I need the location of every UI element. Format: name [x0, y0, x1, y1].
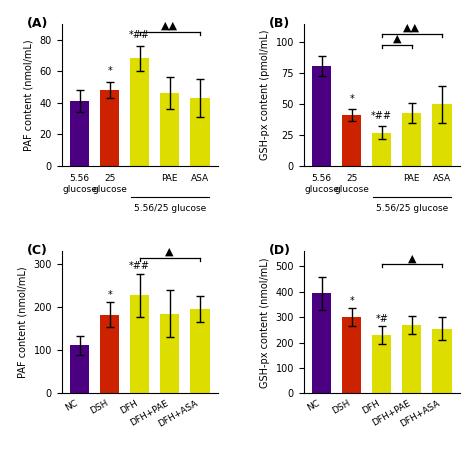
Bar: [130, 295, 149, 393]
Bar: [432, 328, 452, 393]
Text: *#: *#: [375, 314, 388, 324]
Text: 25
glucose: 25 glucose: [92, 174, 127, 194]
Bar: [160, 314, 180, 393]
Text: ASA: ASA: [191, 174, 209, 183]
Bar: [100, 90, 119, 166]
Y-axis label: PAF content (nmol/mL): PAF content (nmol/mL): [18, 266, 28, 378]
Text: ASA: ASA: [433, 174, 451, 183]
Bar: [160, 93, 180, 166]
Text: (D): (D): [269, 244, 292, 257]
Text: PAE: PAE: [162, 174, 178, 183]
Y-axis label: GSH-px content (nmol/mL): GSH-px content (nmol/mL): [260, 257, 270, 388]
Bar: [372, 335, 392, 393]
Bar: [402, 325, 421, 393]
Text: *: *: [349, 94, 354, 104]
Bar: [312, 66, 331, 166]
Text: (A): (A): [27, 17, 49, 29]
Text: *: *: [107, 291, 112, 301]
Text: *##: *##: [371, 111, 392, 121]
Text: ▲▲: ▲▲: [161, 21, 178, 31]
Text: PAE: PAE: [403, 174, 420, 183]
Y-axis label: PAF content (nmol/mL): PAF content (nmol/mL): [24, 39, 34, 151]
Text: 25
glucose: 25 glucose: [334, 174, 369, 194]
Text: 5.56
glucose: 5.56 glucose: [62, 174, 97, 194]
Text: *##: *##: [129, 29, 150, 39]
Bar: [70, 101, 90, 166]
Bar: [190, 98, 210, 166]
Bar: [342, 317, 362, 393]
Bar: [130, 58, 149, 166]
Bar: [402, 113, 421, 166]
Bar: [342, 115, 362, 166]
Text: *##: *##: [129, 262, 150, 272]
Y-axis label: GSH-px content (pmol/mL): GSH-px content (pmol/mL): [260, 29, 270, 160]
Text: 5.56/25 glucose: 5.56/25 glucose: [134, 204, 206, 213]
Text: 5.56/25 glucose: 5.56/25 glucose: [375, 204, 448, 213]
Text: *: *: [107, 66, 112, 76]
Bar: [190, 309, 210, 393]
Text: *: *: [349, 296, 354, 306]
Text: ▲▲: ▲▲: [403, 23, 420, 33]
Text: ▲: ▲: [165, 247, 174, 257]
Text: (B): (B): [269, 17, 291, 29]
Bar: [100, 315, 119, 393]
Text: (C): (C): [27, 244, 48, 257]
Text: 5.56
glucose: 5.56 glucose: [304, 174, 339, 194]
Bar: [372, 133, 392, 166]
Bar: [432, 104, 452, 166]
Text: ▲: ▲: [408, 253, 416, 263]
Text: ▲: ▲: [392, 34, 401, 44]
Bar: [70, 345, 90, 393]
Bar: [312, 293, 331, 393]
